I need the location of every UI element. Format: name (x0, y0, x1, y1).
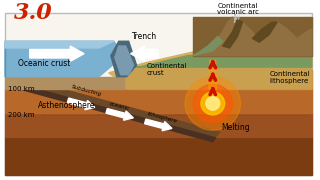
FancyArrow shape (68, 98, 95, 110)
Polygon shape (129, 51, 312, 67)
Polygon shape (5, 89, 312, 113)
FancyArrow shape (106, 109, 133, 120)
Text: Continental
lithosphere: Continental lithosphere (269, 71, 310, 84)
Circle shape (206, 97, 220, 110)
Circle shape (193, 84, 233, 123)
Polygon shape (223, 19, 243, 48)
Polygon shape (129, 70, 312, 89)
Text: oceanic: oceanic (109, 101, 131, 111)
Polygon shape (193, 37, 223, 56)
Text: lithosphere: lithosphere (147, 111, 178, 124)
FancyBboxPatch shape (5, 13, 312, 175)
Polygon shape (20, 85, 216, 142)
FancyArrow shape (131, 46, 158, 61)
Polygon shape (252, 22, 277, 42)
Text: Subducting: Subducting (71, 84, 103, 97)
Polygon shape (5, 41, 124, 77)
Text: Continental
volcanic arc: Continental volcanic arc (217, 3, 259, 15)
Text: 200 km: 200 km (8, 112, 35, 118)
Text: 100 km: 100 km (8, 86, 35, 92)
Polygon shape (115, 46, 134, 75)
Polygon shape (114, 56, 312, 89)
FancyArrow shape (30, 46, 84, 61)
Text: Asthenosphere: Asthenosphere (38, 101, 95, 110)
Polygon shape (193, 17, 312, 56)
Polygon shape (5, 77, 124, 89)
Polygon shape (5, 137, 312, 175)
Polygon shape (5, 41, 114, 48)
Text: Oceanic crust: Oceanic crust (18, 59, 70, 68)
Polygon shape (109, 46, 312, 77)
Circle shape (185, 77, 241, 130)
Text: Melting: Melting (222, 123, 250, 132)
Text: Continental
crust: Continental crust (147, 64, 187, 76)
FancyArrow shape (145, 119, 172, 131)
Circle shape (201, 92, 225, 115)
Text: Trench: Trench (132, 32, 157, 41)
Polygon shape (20, 80, 220, 140)
Polygon shape (193, 17, 312, 56)
Polygon shape (5, 113, 312, 137)
Text: 3.0: 3.0 (14, 2, 52, 24)
Polygon shape (209, 60, 217, 89)
Polygon shape (111, 41, 137, 77)
